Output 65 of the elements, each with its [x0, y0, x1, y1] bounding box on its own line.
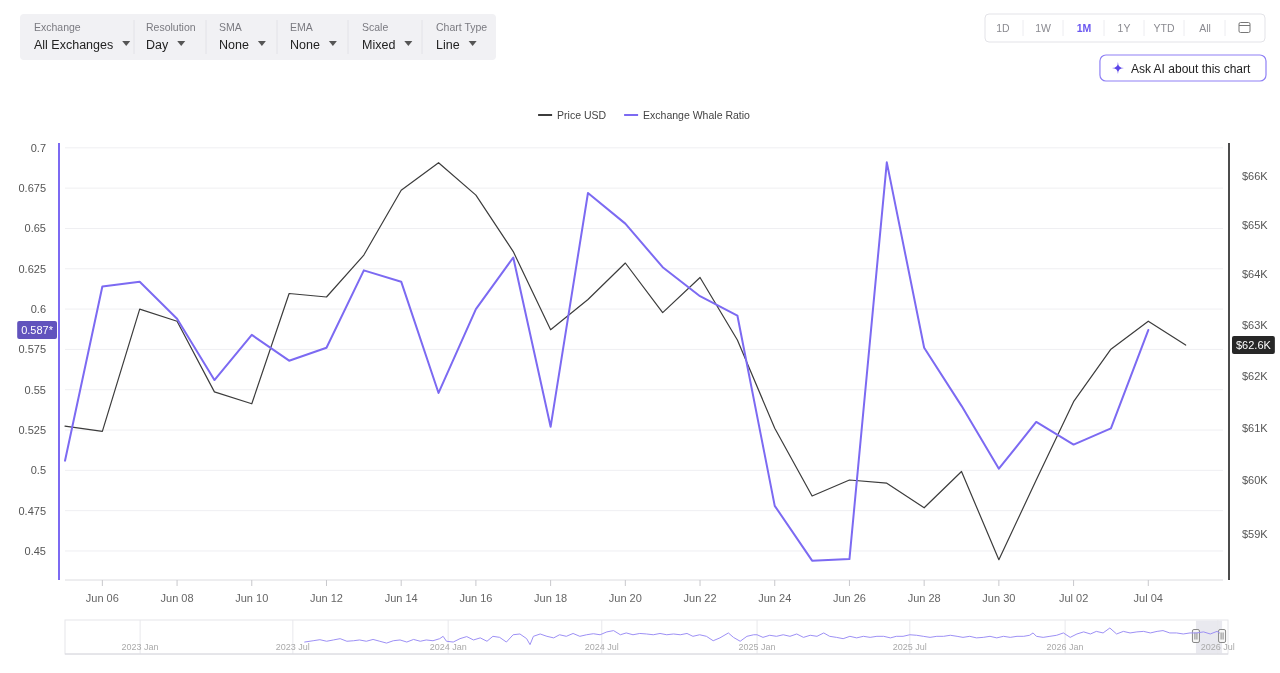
y-tick-label: 0.525 — [18, 423, 46, 436]
x-tick-label: Jun 18 — [534, 592, 568, 604]
text: Ask AI about this chart — [1130, 61, 1251, 76]
x-tick-label: Jun 12 — [309, 592, 343, 604]
x-tick-label: Jun 10 — [235, 592, 269, 604]
x-tick-label: Jun 06 — [85, 592, 119, 604]
text: 1M — [1076, 22, 1092, 34]
x-tick-label: 2026 Jan — [1046, 642, 1084, 652]
x-tick-label: 2024 Jan — [429, 642, 467, 652]
text: Scale — [362, 21, 389, 33]
y2-tick-label: $65K — [1242, 218, 1269, 231]
text: None — [219, 37, 249, 52]
text: All Exchanges — [34, 37, 114, 52]
y2-tick-label: $62K — [1242, 369, 1269, 382]
y-tick-label: 0.45 — [24, 544, 46, 557]
x-tick-label: 2025 Jan — [738, 642, 776, 652]
x-tick-label: Jul 02 — [1058, 592, 1089, 604]
x-tick-label: 2026 Jul — [1200, 642, 1235, 652]
x-tick-label: Jun 22 — [683, 592, 717, 604]
x-tick-label: Jun 24 — [758, 592, 792, 604]
y2-tick-label: $64K — [1242, 268, 1269, 281]
text: 1Y — [1117, 22, 1131, 34]
text: None — [290, 37, 320, 52]
y-tick-label: 0.5 — [30, 464, 46, 477]
y2-tick-label: $61K — [1242, 421, 1269, 434]
x-tick-label: Jun 30 — [982, 592, 1016, 604]
x-tick-label: 2025 Jul — [892, 642, 927, 652]
legend-label: Price USD — [557, 108, 607, 121]
text: Day — [146, 37, 169, 52]
y-tick-label: 0.7 — [30, 141, 46, 154]
y-tick-label: 0.55 — [24, 383, 46, 396]
text: Resolution — [146, 21, 196, 33]
x-tick-label: Jun 28 — [907, 592, 941, 604]
y-tick-label: 0.475 — [18, 504, 46, 517]
y-tick-label: 0.675 — [18, 182, 46, 194]
x-tick-label: Jun 08 — [160, 592, 194, 604]
x-tick-label: Jun 20 — [608, 592, 642, 604]
text: Exchange — [34, 21, 81, 33]
text: 1D — [996, 22, 1011, 34]
y-tick-label: 0.6 — [30, 302, 46, 315]
text: YTD — [1153, 22, 1175, 34]
text: Line — [436, 37, 460, 52]
x-tick-label: Jun 14 — [384, 592, 418, 604]
legend-label: Exchange Whale Ratio — [643, 108, 751, 121]
x-tick-label: 2024 Jul — [584, 642, 619, 652]
text: 0.587* — [21, 323, 54, 336]
y2-tick-label: $59K — [1242, 528, 1269, 541]
text: $62.6K — [1235, 338, 1272, 351]
x-tick-label: 2023 Jan — [121, 642, 159, 652]
x-tick-label: Jun 16 — [459, 592, 493, 604]
y-tick-label: 0.625 — [18, 262, 46, 275]
text: Mixed — [362, 37, 396, 52]
x-tick-label: Jul 04 — [1133, 592, 1163, 604]
text: EMA — [290, 21, 313, 33]
text: 1W — [1035, 22, 1051, 34]
x-tick-label: Jun 26 — [832, 592, 866, 604]
text: Chart Type — [436, 21, 488, 33]
y-tick-label: 0.65 — [24, 222, 46, 235]
text: All — [1199, 22, 1211, 34]
y2-tick-label: $66K — [1242, 170, 1269, 183]
y-tick-label: 0.575 — [18, 343, 46, 356]
x-tick-label: 2023 Jul — [275, 642, 310, 652]
text: SMA — [219, 21, 242, 33]
y2-tick-label: $63K — [1242, 318, 1269, 331]
y2-tick-label: $60K — [1242, 474, 1269, 487]
